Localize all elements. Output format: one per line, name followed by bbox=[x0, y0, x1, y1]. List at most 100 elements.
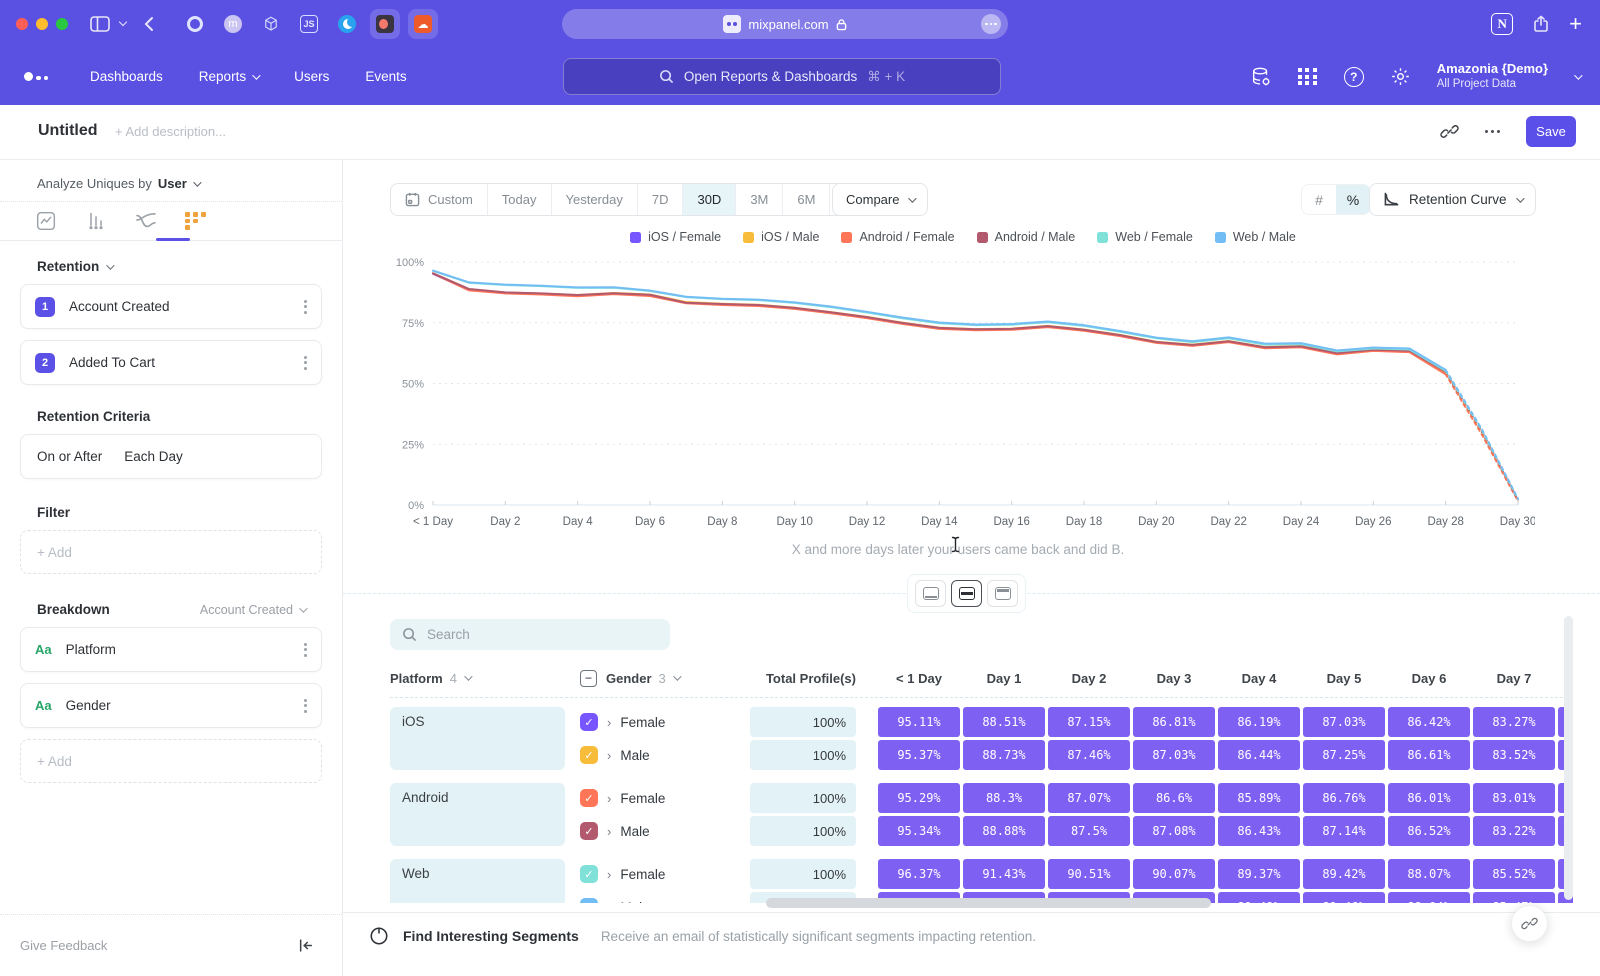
total-profiles-header[interactable]: Total Profile(s) bbox=[750, 663, 856, 693]
mixpanel-logo[interactable] bbox=[24, 72, 48, 81]
tab-insights[interactable] bbox=[34, 209, 58, 233]
retention-value-cell[interactable]: 86.19% bbox=[1218, 707, 1300, 737]
address-bar[interactable]: mixpanel.com bbox=[562, 9, 1008, 39]
project-switcher[interactable]: Amazonia {Demo} All Project Data bbox=[1437, 61, 1548, 92]
day-column-header[interactable]: Day 3 bbox=[1133, 663, 1215, 693]
retention-value-cell[interactable]: 87.5% bbox=[1048, 816, 1130, 846]
data-management-icon[interactable] bbox=[1250, 66, 1272, 88]
retention-value-cell[interactable]: 89.37% bbox=[1218, 859, 1300, 889]
help-icon[interactable]: ? bbox=[1344, 67, 1364, 87]
breakdown-item-gender[interactable]: AaGender bbox=[20, 683, 322, 728]
gender-column-header[interactable]: − Gender3 bbox=[580, 663, 750, 693]
retention-step-2[interactable]: 2Added To Cart bbox=[20, 340, 322, 385]
segments-title[interactable]: Find Interesting Segments bbox=[403, 928, 579, 944]
chart-type-dropdown[interactable]: Retention Curve bbox=[1369, 183, 1536, 216]
retention-value-cell[interactable]: 95.34% bbox=[878, 816, 960, 846]
retention-value-cell[interactable]: 89.49% bbox=[1218, 892, 1300, 903]
retention-value-cell[interactable]: 88.04% bbox=[1388, 892, 1470, 903]
legend-item[interactable]: iOS / Male bbox=[743, 230, 819, 244]
retention-criteria-card[interactable]: On or After Each Day bbox=[20, 434, 322, 479]
range-custom[interactable]: Custom bbox=[391, 184, 488, 215]
retention-value-cell[interactable]: 87.14% bbox=[1303, 816, 1385, 846]
give-feedback-link[interactable]: Give Feedback bbox=[20, 938, 107, 953]
retention-value-cell[interactable]: 83.52% bbox=[1473, 740, 1555, 770]
expand-row-icon[interactable]: › bbox=[607, 867, 611, 882]
retention-value-cell[interactable]: 95.37% bbox=[878, 740, 960, 770]
table-search-input[interactable]: Search bbox=[390, 619, 670, 650]
analyze-value[interactable]: User bbox=[158, 176, 187, 191]
range-3m[interactable]: 3M bbox=[736, 184, 783, 215]
layout-chart-and-table-button[interactable] bbox=[951, 580, 982, 607]
retention-value-cell[interactable]: 88.51% bbox=[963, 707, 1045, 737]
chevron-down-icon[interactable] bbox=[119, 18, 127, 26]
breakdown-item-platform[interactable]: AaPlatform bbox=[20, 627, 322, 672]
series-checkbox[interactable]: ✓ bbox=[580, 865, 598, 883]
range-6m[interactable]: 6M bbox=[783, 184, 830, 215]
cloud-icon[interactable]: ☁ bbox=[408, 9, 438, 39]
ring-icon[interactable] bbox=[180, 9, 210, 39]
series-checkbox[interactable]: ✓ bbox=[580, 713, 598, 731]
global-search-button[interactable]: Open Reports & Dashboards ⌘ + K bbox=[563, 58, 1001, 95]
settings-gear-icon[interactable] bbox=[1390, 66, 1411, 87]
add-filter-button[interactable]: + Add bbox=[20, 530, 322, 574]
apps-grid-icon[interactable] bbox=[1298, 68, 1318, 85]
retention-value-cell[interactable]: 86.52% bbox=[1388, 816, 1470, 846]
criteria-on-or-after[interactable]: On or After bbox=[37, 449, 102, 464]
day-column-header[interactable]: Day 1 bbox=[963, 663, 1045, 693]
vertical-scrollbar[interactable] bbox=[1564, 616, 1573, 900]
cube-icon[interactable] bbox=[256, 9, 286, 39]
retention-value-cell[interactable]: 83.01% bbox=[1473, 783, 1555, 813]
compare-button[interactable]: Compare bbox=[832, 183, 928, 216]
series-checkbox[interactable]: ✓ bbox=[580, 822, 598, 840]
percent-mode-button[interactable]: % bbox=[1336, 185, 1370, 214]
tab-funnels[interactable] bbox=[84, 209, 108, 233]
retention-value-cell[interactable]: 87.03% bbox=[1133, 740, 1215, 770]
legend-item[interactable]: iOS / Female bbox=[630, 230, 721, 244]
breakdown-scope-dropdown[interactable]: Account Created bbox=[200, 603, 305, 617]
retention-value-cell[interactable]: 86.61% bbox=[1388, 740, 1470, 770]
legend-item[interactable]: Android / Male bbox=[977, 230, 1076, 244]
report-title[interactable]: Untitled bbox=[38, 122, 98, 140]
range-today[interactable]: Today bbox=[488, 184, 552, 215]
sidebar-toggle-icon[interactable] bbox=[90, 16, 110, 32]
tab-flows[interactable] bbox=[134, 209, 158, 233]
retention-value-cell[interactable]: 86.01% bbox=[1388, 783, 1470, 813]
day-column-header[interactable]: Day 2 bbox=[1048, 663, 1130, 693]
step-options-icon[interactable] bbox=[304, 300, 307, 314]
day-column-header[interactable]: Day 4 bbox=[1218, 663, 1300, 693]
expand-row-icon[interactable]: › bbox=[607, 900, 611, 904]
layout-table-only-button[interactable] bbox=[987, 580, 1018, 607]
nav-item-dashboards[interactable]: Dashboards bbox=[90, 69, 163, 84]
day-column-header[interactable]: Day 7 bbox=[1473, 663, 1555, 693]
breakdown-options-icon[interactable] bbox=[304, 643, 307, 657]
retention-value-cell[interactable]: 89.42% bbox=[1303, 859, 1385, 889]
retention-value-cell[interactable]: 85.47% bbox=[1473, 892, 1555, 903]
platform-cell[interactable]: Android bbox=[390, 783, 565, 846]
retention-value-cell[interactable]: 86.43% bbox=[1218, 816, 1300, 846]
more-options-icon[interactable] bbox=[1485, 130, 1500, 133]
day-column-header[interactable]: Day 5 bbox=[1303, 663, 1385, 693]
retention-value-cell[interactable]: 88.07% bbox=[1388, 859, 1470, 889]
retention-value-cell[interactable]: 86.42% bbox=[1388, 707, 1470, 737]
platform-column-header[interactable]: Platform4 bbox=[390, 663, 580, 693]
close-window-button[interactable] bbox=[16, 18, 28, 30]
range-yesterday[interactable]: Yesterday bbox=[552, 184, 638, 215]
legend-item[interactable]: Web / Male bbox=[1215, 230, 1296, 244]
retention-value-cell[interactable]: 87.07% bbox=[1048, 783, 1130, 813]
retention-value-cell[interactable]: 85.52% bbox=[1473, 859, 1555, 889]
share-icon[interactable] bbox=[1533, 15, 1549, 33]
retention-value-cell[interactable]: 87.46% bbox=[1048, 740, 1130, 770]
range-7d[interactable]: 7D bbox=[638, 184, 684, 215]
retention-value-cell[interactable]: 85.89% bbox=[1218, 783, 1300, 813]
collapse-sidebar-icon[interactable] bbox=[298, 938, 314, 953]
share-link-floating-button[interactable] bbox=[1511, 905, 1548, 942]
retention-value-cell[interactable]: 88.88% bbox=[963, 816, 1045, 846]
expand-row-icon[interactable]: › bbox=[607, 748, 611, 763]
criteria-each-day[interactable]: Each Day bbox=[124, 449, 183, 464]
retention-value-cell[interactable]: 91.43% bbox=[963, 859, 1045, 889]
retention-step-1[interactable]: 1Account Created bbox=[20, 284, 322, 329]
indeterminate-checkbox[interactable]: − bbox=[580, 670, 597, 687]
retention-value-cell[interactable]: 88.73% bbox=[963, 740, 1045, 770]
legend-item[interactable]: Android / Female bbox=[841, 230, 954, 244]
retention-value-cell[interactable]: 95.11% bbox=[878, 707, 960, 737]
